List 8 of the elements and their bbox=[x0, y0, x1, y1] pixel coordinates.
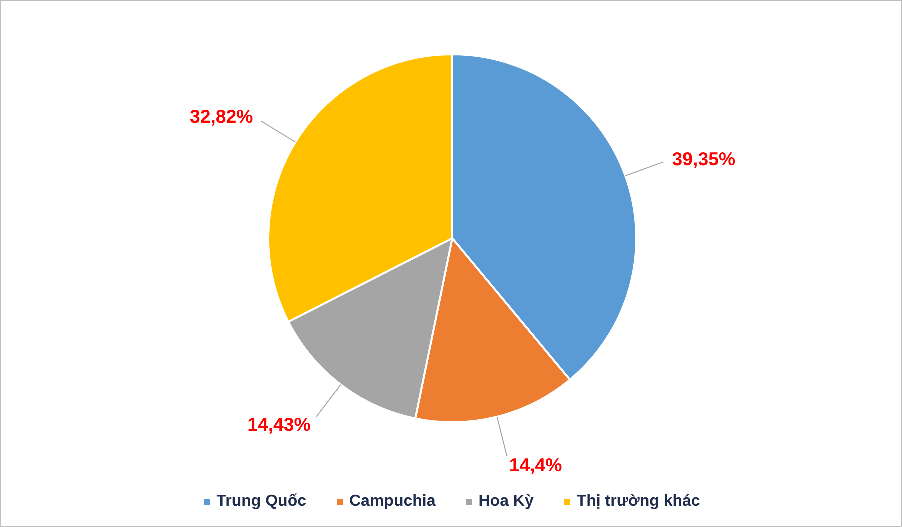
legend-label: Campuchia bbox=[349, 493, 436, 511]
legend-label: Trung Quốc bbox=[216, 493, 306, 511]
legend-label: Thị trường khác bbox=[576, 493, 700, 511]
data-label: 32,82% bbox=[190, 106, 254, 127]
legend-label: Hoa Kỳ bbox=[478, 493, 534, 511]
data-label: 39,35% bbox=[672, 148, 736, 170]
data-label: 14,43% bbox=[248, 414, 312, 435]
data-label: 14,4% bbox=[509, 454, 563, 476]
